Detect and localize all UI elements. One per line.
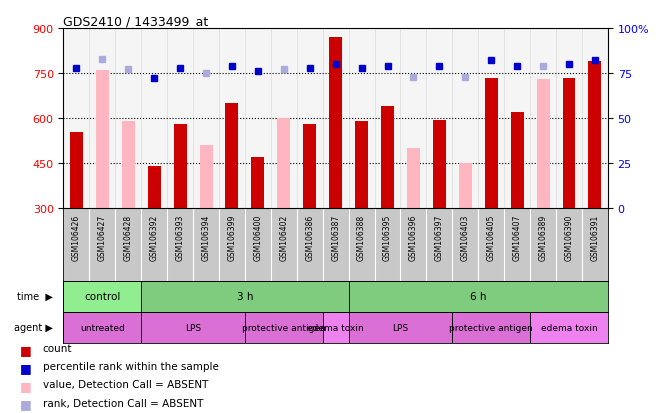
Bar <box>452 312 530 343</box>
Bar <box>277 119 291 209</box>
Bar <box>122 122 135 209</box>
Text: time  ▶: time ▶ <box>17 291 53 301</box>
Text: edema toxin: edema toxin <box>307 323 364 332</box>
Bar <box>349 281 608 312</box>
Bar <box>323 312 349 343</box>
Bar <box>589 62 601 209</box>
Bar <box>141 281 349 312</box>
Text: GSM106402: GSM106402 <box>279 214 289 261</box>
Text: LPS: LPS <box>185 323 201 332</box>
Text: 3 h: 3 h <box>236 291 253 301</box>
Bar <box>381 107 394 209</box>
Text: GSM106426: GSM106426 <box>72 214 81 261</box>
Text: GSM106407: GSM106407 <box>512 214 522 261</box>
Text: GSM106393: GSM106393 <box>176 214 184 261</box>
Bar <box>63 312 141 343</box>
Text: ■: ■ <box>20 398 31 411</box>
Bar <box>536 80 550 209</box>
Text: GSM106395: GSM106395 <box>383 214 392 261</box>
Bar <box>485 78 498 209</box>
Bar <box>562 78 575 209</box>
Text: ■: ■ <box>20 361 31 374</box>
Bar <box>141 312 245 343</box>
Bar <box>355 122 368 209</box>
Text: untreated: untreated <box>80 323 125 332</box>
Text: GSM106399: GSM106399 <box>228 214 236 261</box>
Text: control: control <box>84 291 120 301</box>
Text: ■: ■ <box>20 343 31 356</box>
Bar <box>349 312 452 343</box>
Text: agent ▶: agent ▶ <box>14 322 53 332</box>
Text: protective antigen: protective antigen <box>242 323 326 332</box>
Text: GDS2410 / 1433499_at: GDS2410 / 1433499_at <box>63 15 208 28</box>
Bar <box>329 38 342 209</box>
Text: GSM106389: GSM106389 <box>538 214 548 261</box>
Text: GSM106386: GSM106386 <box>305 214 314 261</box>
Text: count: count <box>43 343 72 353</box>
Text: GSM106387: GSM106387 <box>331 214 340 261</box>
Bar <box>174 125 186 209</box>
Text: GSM106392: GSM106392 <box>150 214 159 261</box>
Bar <box>63 281 141 312</box>
Bar <box>530 312 608 343</box>
Text: GSM106394: GSM106394 <box>202 214 210 261</box>
Bar <box>200 146 212 209</box>
Bar <box>303 125 316 209</box>
Text: GSM106397: GSM106397 <box>435 214 444 261</box>
Bar <box>407 149 420 209</box>
Text: GSM106396: GSM106396 <box>409 214 418 261</box>
Text: GSM106403: GSM106403 <box>461 214 470 261</box>
Bar <box>245 312 323 343</box>
Text: GSM106390: GSM106390 <box>564 214 574 261</box>
Text: GSM106405: GSM106405 <box>487 214 496 261</box>
Bar <box>226 104 238 209</box>
Text: percentile rank within the sample: percentile rank within the sample <box>43 361 218 371</box>
Bar <box>251 158 265 209</box>
Text: rank, Detection Call = ABSENT: rank, Detection Call = ABSENT <box>43 398 203 408</box>
Text: protective antigen: protective antigen <box>450 323 533 332</box>
Text: GSM106427: GSM106427 <box>98 214 107 261</box>
Text: edema toxin: edema toxin <box>540 323 597 332</box>
Text: ■: ■ <box>20 379 31 392</box>
Text: GSM106391: GSM106391 <box>591 214 599 261</box>
Bar <box>510 113 524 209</box>
Bar <box>459 164 472 209</box>
Text: GSM106400: GSM106400 <box>253 214 263 261</box>
Bar <box>96 71 109 209</box>
Text: value, Detection Call = ABSENT: value, Detection Call = ABSENT <box>43 379 208 389</box>
Bar <box>433 120 446 209</box>
Bar <box>70 132 83 209</box>
Text: GSM106388: GSM106388 <box>357 214 366 260</box>
Text: LPS: LPS <box>392 323 409 332</box>
Bar <box>148 166 161 209</box>
Text: GSM106428: GSM106428 <box>124 214 133 260</box>
Text: 6 h: 6 h <box>470 291 486 301</box>
